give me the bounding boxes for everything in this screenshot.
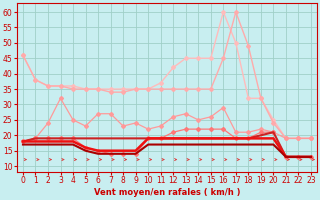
X-axis label: Vent moyen/en rafales ( km/h ): Vent moyen/en rafales ( km/h ) bbox=[94, 188, 240, 197]
